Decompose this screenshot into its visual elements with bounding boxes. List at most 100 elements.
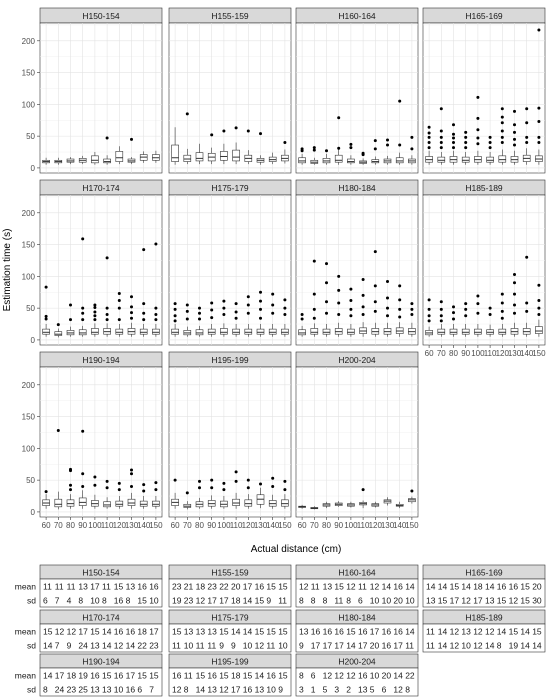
box-150	[152, 496, 160, 509]
outlier-point	[337, 274, 341, 278]
table-cell-sd: 5	[370, 685, 375, 695]
table-body	[422, 623, 546, 653]
outlier-point	[427, 125, 431, 129]
outlier-point	[427, 298, 431, 302]
box-80	[322, 153, 331, 165]
table-cell-sd: 17	[393, 641, 403, 651]
table-cell-sd: 6	[137, 685, 142, 695]
y-tick-label: 50	[26, 304, 35, 313]
box-90	[334, 148, 343, 165]
table-cell-mean: 16	[114, 671, 124, 681]
x-tick-label: 140	[393, 521, 407, 530]
outlier-point	[525, 107, 529, 111]
table-cell-sd: 9	[67, 641, 72, 651]
table-cell-sd: 12	[219, 685, 229, 695]
outlier-point	[452, 311, 455, 315]
outlier-point	[117, 292, 121, 296]
table-body	[39, 623, 163, 653]
outlier-point	[154, 312, 158, 316]
table-cell-mean: 16	[126, 627, 136, 637]
panel-H155-159: H155-159	[168, 7, 292, 174]
box-iqr	[461, 156, 470, 163]
box-iqr	[139, 328, 148, 335]
table-cell-sd: 10	[370, 596, 380, 606]
table-cell-mean: 12	[346, 671, 356, 681]
table-cell-mean: 15	[43, 627, 53, 637]
box-100	[347, 501, 355, 508]
box-60	[298, 153, 306, 165]
outlier-point	[398, 298, 402, 302]
box-150	[535, 149, 543, 165]
table-cell-mean: 14	[43, 671, 53, 681]
box-iqr	[152, 328, 160, 335]
table-cell-sd: 14	[126, 641, 136, 651]
table-cell-mean: 16	[255, 582, 265, 592]
table-cell-mean: 14	[520, 627, 530, 637]
table-cell-mean: 14	[405, 582, 415, 592]
box-iqr	[220, 328, 228, 335]
outlier-point	[337, 288, 341, 292]
table-cell-mean: 16	[358, 671, 368, 681]
outlier-point	[173, 307, 177, 311]
box-100	[474, 150, 482, 165]
table-cell-sd: 8	[405, 685, 410, 695]
outlier-point	[69, 483, 72, 487]
outlier-point	[349, 299, 353, 303]
outlier-point	[439, 319, 443, 323]
outlier-point	[500, 309, 504, 313]
panel-area	[295, 194, 419, 346]
table-cell-sd: 10	[278, 641, 288, 651]
table-cell-mean: 13	[207, 627, 217, 637]
outlier-point	[81, 429, 85, 433]
box-iqr	[244, 328, 253, 335]
outlier-point	[537, 28, 541, 32]
x-tick-label: 150	[278, 521, 292, 530]
box-150	[281, 149, 289, 164]
box-60	[42, 494, 50, 509]
table-cell-sd: 12	[393, 685, 403, 695]
outlier-point	[488, 146, 492, 150]
outlier-point	[500, 292, 504, 296]
table-cell-mean: 15	[450, 582, 460, 592]
box-iqr	[535, 326, 543, 334]
outlier-point	[349, 146, 353, 150]
box-iqr	[461, 328, 470, 335]
table-cell-sd: 24	[78, 641, 88, 651]
outlier-point	[525, 255, 529, 259]
outlier-point	[198, 311, 201, 315]
table-cell-sd: 23	[67, 685, 77, 695]
outlier-point	[117, 488, 121, 492]
table-cell-mean: 17	[149, 627, 159, 637]
table-cell-sd: 25	[78, 685, 88, 695]
outlier-point	[373, 300, 377, 304]
box-120	[371, 156, 380, 165]
box-140	[395, 322, 404, 337]
table-cell-mean: 11	[43, 582, 52, 592]
table-cell-sd: 10	[149, 596, 159, 606]
table-cell-sd: 20	[393, 596, 403, 606]
outlier-point	[105, 136, 109, 140]
outlier-point	[271, 476, 275, 480]
table-cell-mean: 15	[266, 582, 276, 592]
table-cell-sd: 11	[405, 641, 414, 651]
table-cell-sd: 10	[266, 685, 276, 695]
outlier-point	[452, 146, 455, 150]
table-cell-mean: 16	[114, 627, 124, 637]
outlier-point	[427, 146, 431, 150]
outlier-point	[259, 482, 262, 486]
outlier-point	[525, 140, 529, 144]
box-iqr	[171, 144, 179, 162]
table-cell-mean: 11	[426, 627, 435, 637]
box-80	[195, 325, 204, 337]
box-110	[103, 155, 111, 165]
outlier-point	[93, 306, 97, 309]
x-tick-label: 90	[78, 521, 87, 530]
outlier-point	[105, 312, 109, 316]
outlier-point	[513, 272, 516, 276]
table-cell-mean: 14	[382, 582, 392, 592]
table-cell-sd: 1	[311, 685, 316, 695]
table-cell-mean: 15	[532, 627, 542, 637]
box-110	[486, 152, 494, 165]
